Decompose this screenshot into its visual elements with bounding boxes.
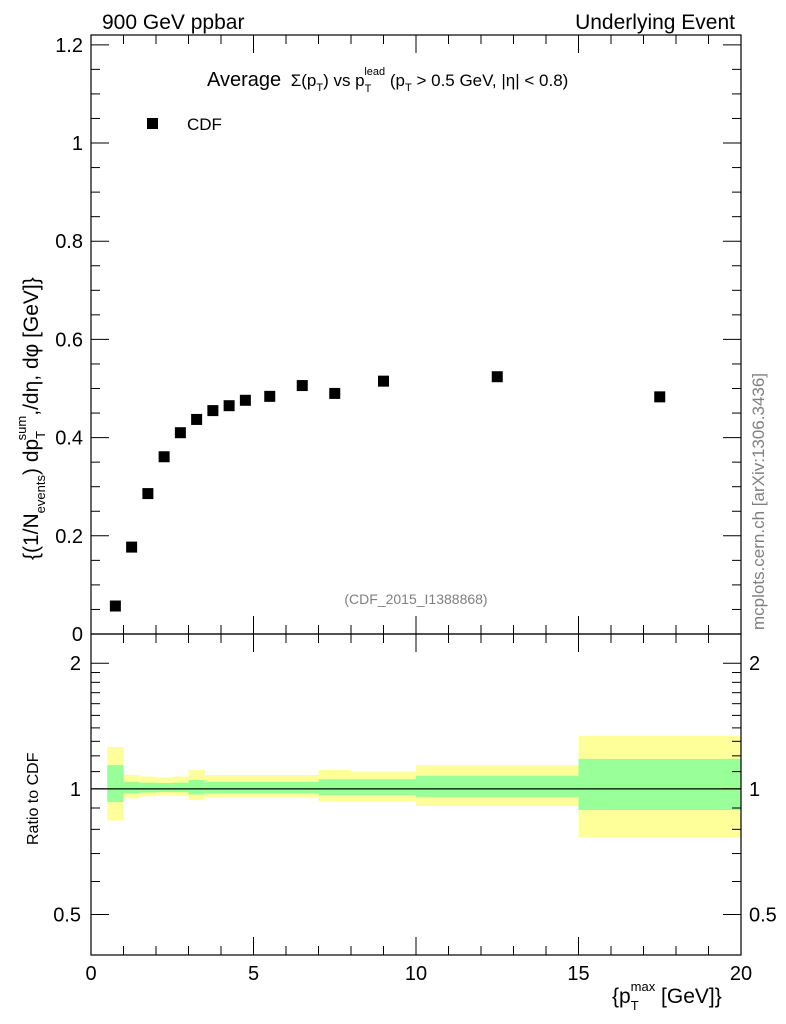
title-lead-sub: T xyxy=(365,83,372,95)
data-point-cdf xyxy=(207,405,219,417)
x-tick-label: 10 xyxy=(405,963,427,985)
ratio-y-tick-label-right: 1 xyxy=(749,779,760,801)
data-point-cdf xyxy=(174,427,186,439)
header-left-label: 900 GeV ppbar xyxy=(102,11,244,34)
main-y-tick-label: 0.8 xyxy=(55,231,83,253)
ratio-bands xyxy=(107,735,741,838)
title-vs: ) vs p xyxy=(323,71,365,90)
ratio-y-ticks: 0.5 0.5 1 1 2 2 xyxy=(53,653,777,926)
x-tick-label: 0 xyxy=(85,963,96,985)
data-point-cdf xyxy=(223,400,235,412)
data-point-cdf xyxy=(329,387,341,399)
ratio-y-axis-label: Ratio to CDF xyxy=(25,752,42,845)
analysis-watermark: (CDF_2015_I1388868) xyxy=(344,591,487,607)
ratio-band-green xyxy=(416,775,579,798)
ratio-band-green xyxy=(107,765,124,803)
ratio-y-tick-label-right: 2 xyxy=(749,653,760,675)
data-point-cdf xyxy=(158,451,170,463)
ylabel-open: {(1/N xyxy=(20,513,43,560)
x-tick-label: 15 xyxy=(567,963,589,985)
ratio-plot-frame xyxy=(90,633,742,956)
main-y-tick-label: 1.2 xyxy=(55,35,83,57)
legend-label-cdf: CDF xyxy=(187,115,222,134)
x-tick-label: 20 xyxy=(730,963,752,985)
xlabel-t-sub: T xyxy=(631,998,639,1013)
ratio-y-tick-label-left: 2 xyxy=(70,653,81,675)
data-point-cdf xyxy=(296,380,308,392)
data-point-cdf xyxy=(109,600,121,612)
chart-title: Average Σ(pT) vs pTlead (pT > 0.5 GeV, |… xyxy=(207,66,568,95)
x-axis-label: {pTmax [GeV]} xyxy=(612,979,722,1013)
header-right-label: Underlying Event xyxy=(575,11,735,34)
title-average: Average xyxy=(207,69,281,91)
title-cut-rest: > 0.5 GeV, |η| < 0.8) xyxy=(412,71,569,90)
main-data-points xyxy=(109,371,666,612)
ratio-band-green xyxy=(578,758,741,811)
ratio-y-tick-label-left: 1 xyxy=(70,779,81,801)
data-point-cdf xyxy=(264,390,276,402)
ratio-band-green xyxy=(204,781,221,794)
title-cut-sub: T xyxy=(405,82,412,94)
xlabel-max-sup: max xyxy=(631,979,656,994)
ylabel-sum-sup: sum xyxy=(14,416,29,441)
ratio-band-green xyxy=(188,780,205,795)
ratio-y-tick-label-right: 0.5 xyxy=(749,905,777,927)
main-panel: Average Σ(pT) vs pTlead (pT > 0.5 GeV, |… xyxy=(14,34,742,646)
xlabel-open: {p xyxy=(612,985,631,1008)
title-lead-sup: lead xyxy=(364,66,385,78)
title-sigma-sub: T xyxy=(316,82,323,94)
ratio-band-green xyxy=(318,779,351,796)
data-point-cdf xyxy=(191,413,203,425)
data-point-cdf xyxy=(239,394,251,406)
main-y-axis-label: {(1/Nevents) dpTsum,/dη, dφ [GeV]} xyxy=(14,277,48,560)
title-sigma: Σ(p xyxy=(291,71,317,90)
ratio-band-green xyxy=(139,782,156,793)
main-y-tick-label: 1 xyxy=(72,133,83,155)
ratio-band-green xyxy=(221,781,254,794)
main-y-tick-label: 0.6 xyxy=(55,329,83,351)
main-y-tick-label: 0.4 xyxy=(55,428,83,450)
ratio-band-green xyxy=(172,782,189,793)
data-point-cdf xyxy=(126,541,138,553)
ratio-band-green xyxy=(156,783,173,792)
ylabel-tail: ,/dη, dφ [GeV]} xyxy=(20,277,43,416)
main-y-tick-label: 0 xyxy=(72,624,83,646)
data-point-cdf xyxy=(491,371,503,383)
ratio-band-green xyxy=(351,779,416,796)
xlabel-tail: [GeV]} xyxy=(655,985,722,1008)
legend-marker-square xyxy=(147,118,158,129)
data-point-cdf xyxy=(378,375,389,387)
ratio-band-green xyxy=(253,781,286,794)
data-point-cdf xyxy=(654,391,666,403)
x-tick-label: 5 xyxy=(248,963,259,985)
data-point-cdf xyxy=(142,488,154,500)
title-cut-open: (p xyxy=(385,71,405,90)
ylabel-t-sub: T xyxy=(33,431,48,439)
ylabel-events: events xyxy=(33,475,48,514)
ratio-band-green xyxy=(123,781,140,794)
ratio-panel: 0.5 0.5 1 1 2 2 0 5 10 15 20 Ratio to CDF {pTmax … xyxy=(25,633,777,1013)
ratio-band-green xyxy=(286,781,319,794)
side-source-label: mcplots.cern.ch [arXiv:1306.3436] xyxy=(749,373,768,630)
ylabel-mid: ) dp xyxy=(20,439,43,475)
main-y-tick-label: 0.2 xyxy=(55,526,83,548)
ratio-y-tick-label-left: 0.5 xyxy=(53,905,81,927)
